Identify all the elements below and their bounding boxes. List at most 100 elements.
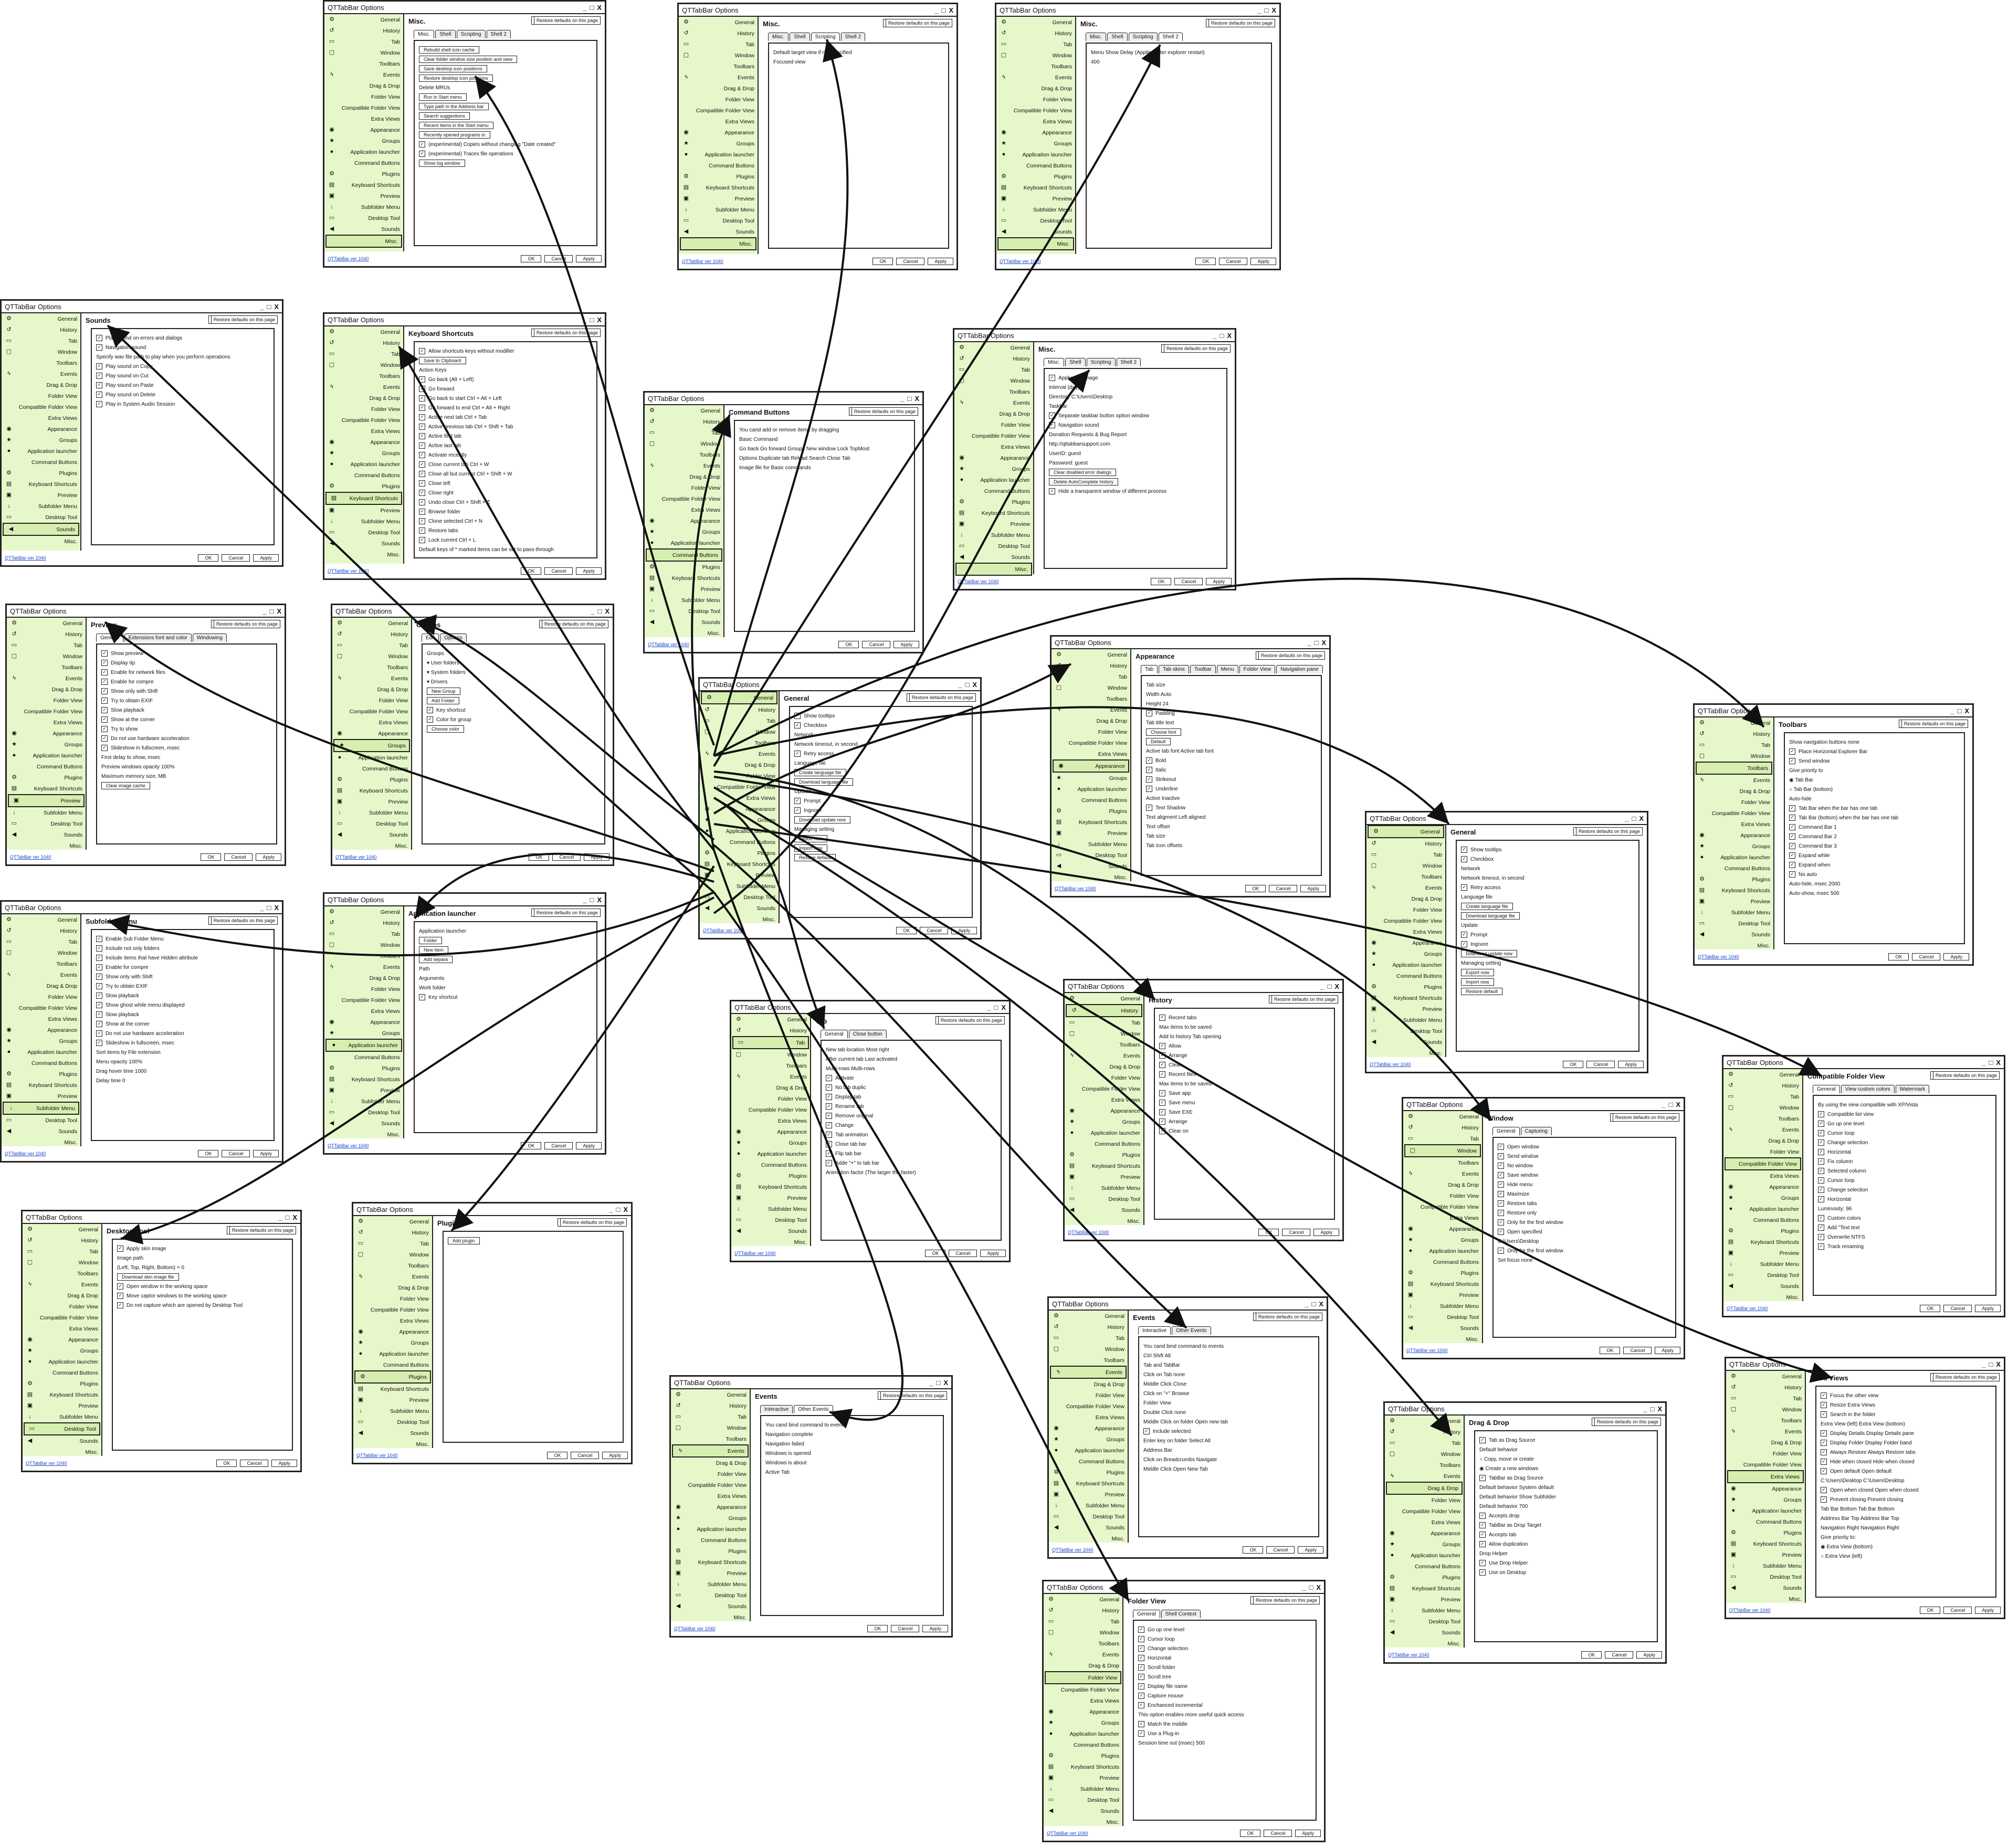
version-link[interactable]: QTTabBar ver 1040 — [1055, 886, 1096, 891]
option-button[interactable]: Restore default — [794, 854, 836, 861]
sidebar-item-command-buttons[interactable]: Command Buttons — [324, 1052, 403, 1063]
sidebar-item-tab[interactable]: ▭ Tab — [645, 427, 723, 438]
sidebar-item-toolbars[interactable]: Toolbars — [23, 1268, 101, 1279]
tab-misc-[interactable]: Misc. — [768, 33, 789, 41]
sidebar-item-general[interactable]: ⚙ General — [1368, 825, 1444, 838]
option-button[interactable]: Restore default — [1461, 988, 1503, 995]
checkbox[interactable]: ✓ — [826, 1141, 832, 1147]
version-link[interactable]: QTTabBar ver 1040 — [356, 1453, 398, 1458]
sidebar-item-plugins[interactable]: ⚙ Plugins — [332, 774, 411, 785]
sidebar-item-general[interactable]: ⚙ General — [1723, 1069, 1802, 1080]
sidebar-item-application-launcher[interactable]: ● Application launcher — [996, 149, 1075, 160]
checkbox[interactable]: ✓ — [96, 955, 102, 961]
apply-button[interactable]: Apply — [1298, 1546, 1323, 1554]
maximize-button[interactable]: □ — [590, 895, 594, 904]
tab-general[interactable]: General — [1813, 1085, 1840, 1093]
tab-misc-[interactable]: Misc. — [1044, 358, 1065, 366]
sidebar-item-events[interactable]: ϟ Events — [324, 962, 403, 973]
sidebar-item-misc-[interactable]: Misc. — [325, 235, 402, 248]
tab-close-button[interactable]: Close button — [848, 1030, 887, 1038]
sidebar-item-groups[interactable]: ★ Groups — [954, 463, 1033, 474]
minimize-button[interactable]: _ — [262, 607, 267, 615]
checkbox[interactable]: ✓ — [117, 1245, 123, 1252]
restore-defaults-button[interactable]: Restore defaults on this page — [1208, 19, 1275, 27]
sidebar-item-general[interactable]: ⚙ General — [1385, 1416, 1464, 1427]
sidebar-item-misc-[interactable]: Misc. — [645, 628, 723, 639]
sidebar-item-misc-[interactable]: Misc. — [680, 237, 756, 250]
sidebar-item-application-launcher[interactable]: ● Application launcher — [324, 146, 403, 157]
checkbox[interactable]: ✓ — [1818, 1121, 1824, 1127]
sidebar-item-sounds[interactable]: ◀ Sounds — [1723, 1281, 1802, 1292]
apply-button[interactable]: Apply — [602, 1452, 628, 1459]
sidebar-item-tab[interactable]: ▭ Tab — [1385, 1438, 1464, 1449]
sidebar-item-subfolder-menu[interactable]: ↓ Subfolder Menu — [1695, 907, 1773, 918]
sidebar-item-desktop-tool[interactable]: ▭ Desktop Tool — [1049, 1511, 1128, 1522]
maximize-button[interactable]: □ — [994, 1003, 998, 1011]
checkbox[interactable]: ✓ — [1461, 856, 1467, 862]
sidebar-item-application-launcher[interactable]: ● Application launcher — [332, 752, 411, 763]
checkbox[interactable]: ✓ — [1479, 1532, 1486, 1538]
sidebar-item-appearance[interactable]: ◉ Appearance — [23, 1334, 101, 1345]
option-button[interactable]: Restore desktop icon positions — [419, 75, 493, 82]
sidebar-item-appearance[interactable]: ◉ Appearance — [996, 127, 1075, 138]
sidebar-item-sounds[interactable]: ◀ Sounds — [1695, 929, 1773, 940]
checkbox[interactable]: ✓ — [1159, 1109, 1165, 1115]
ok-button[interactable]: OK — [867, 1625, 888, 1632]
maximize-button[interactable]: □ — [1957, 706, 1962, 715]
minimize-button[interactable]: _ — [583, 895, 587, 904]
sidebar-item-toolbars[interactable]: Toolbars — [954, 386, 1033, 397]
sidebar-item-plugins[interactable]: ⚙ Plugins — [671, 1546, 750, 1557]
tab-view-custom-colors[interactable]: View custom colors — [1841, 1085, 1895, 1093]
sidebar-item-plugins[interactable]: ⚙ Plugins — [731, 1170, 810, 1181]
apply-button[interactable]: Apply — [1313, 1229, 1339, 1236]
checkbox[interactable]: ✓ — [1818, 1139, 1824, 1146]
sidebar-item-plugins[interactable]: ⚙ Plugins — [1385, 1572, 1464, 1583]
sidebar-item-preview[interactable]: ▣ Preview — [679, 193, 758, 204]
option-button[interactable]: Import now — [794, 844, 827, 852]
sidebar-item-history[interactable]: ↺ History — [671, 1400, 750, 1411]
sidebar-item-drag-drop[interactable]: Drag & Drop — [1065, 1061, 1143, 1072]
cancel-button[interactable]: Cancel — [552, 853, 581, 861]
sidebar-item-history[interactable]: ↺ History — [1366, 838, 1445, 849]
sidebar-item-history[interactable]: ↺ History — [731, 1025, 810, 1036]
option-button[interactable]: Export now — [794, 835, 828, 842]
sidebar-item-appearance[interactable]: ◉ Appearance — [1726, 1483, 1805, 1494]
checkbox[interactable]: ✓ — [96, 401, 102, 407]
ok-button[interactable]: OK — [521, 255, 542, 262]
sidebar-item-history[interactable]: ↺ History — [2, 324, 80, 335]
checkbox[interactable]: ✓ — [1818, 1243, 1824, 1250]
sidebar-item-compatible-folder-view[interactable]: Compatible Folder View — [645, 493, 723, 504]
sidebar-item-history[interactable]: ↺ History — [1049, 1322, 1128, 1333]
tab-interactive[interactable]: Interactive — [760, 1405, 793, 1413]
sidebar-item-toolbars[interactable]: Toolbars — [1385, 1460, 1464, 1471]
sidebar-item-window[interactable]: ▢ Window — [1065, 1028, 1143, 1039]
sidebar-item-desktop-tool[interactable]: ▭ Desktop Tool — [1403, 1312, 1482, 1323]
sidebar-item-appearance[interactable]: ◉ Appearance — [1385, 1528, 1464, 1539]
tab-other-events[interactable]: Other Events — [1172, 1326, 1211, 1335]
sidebar-item-sounds[interactable]: ◀ Sounds — [3, 523, 79, 536]
checkbox[interactable]: ✓ — [1789, 815, 1795, 821]
apply-button[interactable]: Apply — [1206, 578, 1232, 585]
tab-menu[interactable]: Menu — [1216, 665, 1238, 673]
checkbox[interactable]: ✓ — [1138, 1627, 1144, 1633]
sidebar-item-appearance[interactable]: ◉ Appearance — [700, 804, 779, 815]
sidebar-item-misc-[interactable]: Misc. — [955, 563, 1032, 576]
sidebar-item-application-launcher[interactable]: ● Application launcher — [1403, 1245, 1482, 1256]
sidebar-item-command-buttons[interactable]: Command Buttons — [731, 1159, 810, 1170]
sidebar-item-compatible-folder-view[interactable]: Compatible Folder View — [1052, 737, 1130, 748]
sidebar-item-general[interactable]: ⚙ General — [679, 17, 758, 28]
tab-interactive[interactable]: Interactive — [1138, 1326, 1171, 1335]
sidebar-item-general[interactable]: ⚙ General — [1695, 717, 1773, 728]
sidebar-item-misc-[interactable]: Misc. — [23, 1446, 101, 1458]
sidebar-item-sounds[interactable]: ◀ Sounds — [7, 829, 86, 840]
checkbox[interactable]: ✓ — [117, 1293, 123, 1299]
tab-shell[interactable]: Shell — [1107, 33, 1128, 41]
sidebar-item-groups[interactable]: ★ Groups — [1726, 1494, 1805, 1505]
sidebar-item-sounds[interactable]: ◀ Sounds — [645, 617, 723, 628]
checkbox[interactable]: ✓ — [1498, 1229, 1504, 1235]
checkbox[interactable]: ✓ — [826, 1150, 832, 1157]
sidebar-item-command-buttons[interactable]: Command Buttons — [324, 157, 403, 168]
maximize-button[interactable]: □ — [1989, 1360, 1993, 1368]
checkbox[interactable]: ✓ — [419, 376, 425, 383]
option-button[interactable]: Import now — [1461, 978, 1494, 986]
